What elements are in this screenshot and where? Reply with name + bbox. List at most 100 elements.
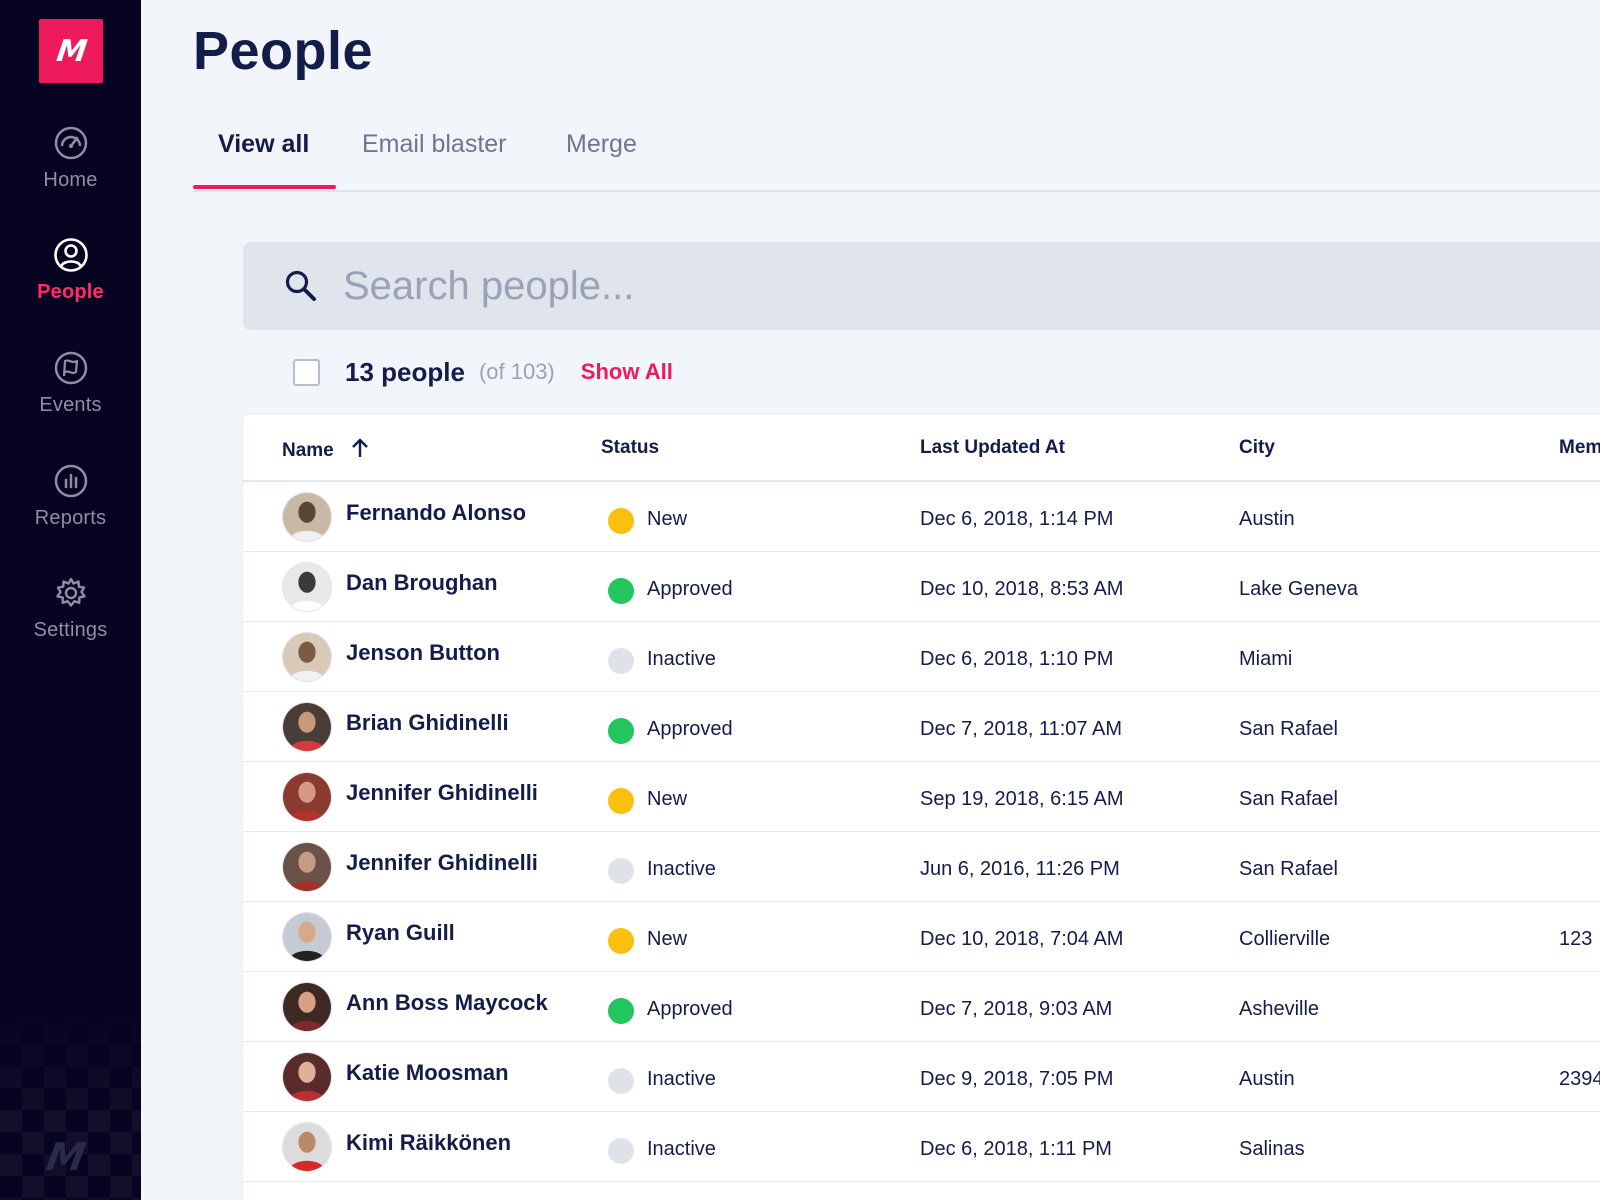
person-name[interactable]: Fernando Alonso <box>346 500 527 525</box>
table-row[interactable]: Brian Ghidinelli Approved Dec 7, 2018, 11:… <box>243 692 1600 762</box>
table-row[interactable]: Jennifer Ghidinelli New Sep 19, 2018, 6:15… <box>243 762 1600 832</box>
city-value: San Rafael <box>1239 788 1338 810</box>
status-indicator <box>608 1138 634 1164</box>
person-name[interactable]: Jenson Button <box>346 640 500 665</box>
show-all-link[interactable]: Show All <box>580 359 673 384</box>
user-circle-icon <box>53 238 88 272</box>
person-name[interactable]: Katie Moosman <box>346 1060 509 1085</box>
person-name[interactable]: Jennifer Ghidinelli <box>346 780 538 805</box>
last-updated-value: Dec 10, 2018, 8:53 AM <box>920 578 1124 600</box>
person-name[interactable]: Dan Broughan <box>346 570 498 595</box>
city-value: Miami <box>1239 648 1293 670</box>
city-value: Austin <box>1239 1068 1295 1090</box>
avatar[interactable] <box>282 562 332 612</box>
checkered-flag-pattern <box>0 1000 141 1200</box>
status-label: New <box>647 928 688 950</box>
people-total: (of 103) <box>478 359 555 384</box>
sidebar-label-events: Events <box>39 394 102 416</box>
person-name[interactable]: Brian Ghidinelli <box>346 710 509 735</box>
avatar[interactable] <box>282 492 332 542</box>
status-label: Inactive <box>647 1138 716 1160</box>
sidebar-label-reports: Reports <box>34 507 107 529</box>
avatar[interactable] <box>282 1052 332 1102</box>
status-indicator <box>608 998 634 1024</box>
status-label: Approved <box>647 578 733 600</box>
people-count: 13 people <box>345 356 465 387</box>
status-label: New <box>647 788 688 810</box>
column-header-name-label: Name <box>282 440 334 461</box>
selection-summary: 13 people (of 103) Show All <box>293 352 673 392</box>
table-row[interactable]: Fernando Alonso New Dec 6, 2018, 1:14 PM Au… <box>243 482 1600 552</box>
sidebar-label-home: Home <box>43 169 98 191</box>
arrow-up-icon <box>351 438 368 457</box>
status-indicator <box>608 1068 634 1094</box>
sidebar-label-people: People <box>37 281 104 303</box>
tab-merge[interactable]: Merge <box>566 130 637 158</box>
table-row[interactable]: Katie Moosman Inactive Dec 9, 2018, 7:05 P… <box>243 1042 1600 1112</box>
last-updated-value: Dec 7, 2018, 9:03 AM <box>920 998 1113 1020</box>
status-label: Inactive <box>647 1068 716 1090</box>
page-title: People <box>193 21 374 81</box>
avatar[interactable] <box>282 772 332 822</box>
flag-icon <box>54 351 87 385</box>
table-row[interactable]: Jennifer Ghidinelli Inactive Jun 6, 2016, … <box>243 832 1600 902</box>
column-header-name[interactable]: Name <box>282 437 370 462</box>
sidebar-item-reports[interactable]: Reports <box>0 463 141 530</box>
sidebar-item-home[interactable]: Home <box>0 125 141 192</box>
last-updated-value: Dec 6, 2018, 1:14 PM <box>920 508 1114 530</box>
person-name[interactable]: Ryan Guill <box>346 920 455 945</box>
column-header-last-updated[interactable]: Last Updated At <box>920 437 1065 458</box>
column-header-membership[interactable]: Mem <box>1559 437 1600 458</box>
status-indicator <box>608 648 634 674</box>
city-value: San Rafael <box>1239 718 1338 740</box>
person-name[interactable]: Ann Boss Maycock <box>346 990 548 1015</box>
last-updated-value: Dec 10, 2018, 7:04 AM <box>920 928 1124 950</box>
status-label: Approved <box>647 998 733 1020</box>
table-header: Name Status Last Updated At City Mem <box>243 415 1600 482</box>
avatar[interactable] <box>282 842 332 892</box>
person-name[interactable]: Kimi Räikkönen <box>346 1130 512 1155</box>
search-icon <box>285 270 316 301</box>
column-header-city[interactable]: City <box>1239 437 1275 458</box>
select-all-checkbox[interactable] <box>293 358 320 386</box>
status-label: Approved <box>647 718 733 740</box>
table-row[interactable]: Ann Boss Maycock Approved Dec 7, 2018, 9:0… <box>243 972 1600 1042</box>
status-indicator <box>608 788 634 814</box>
avatar[interactable] <box>282 1122 332 1172</box>
city-value: Austin <box>1239 508 1295 530</box>
speedometer-icon <box>54 126 87 160</box>
gear-icon <box>55 577 86 607</box>
membership-value: 123 <box>1559 928 1593 950</box>
column-header-status[interactable]: Status <box>601 437 660 458</box>
sidebar-item-events[interactable]: Events <box>0 350 141 417</box>
person-name[interactable]: Jennifer Ghidinelli <box>346 850 538 875</box>
bar-chart-icon <box>54 464 87 498</box>
last-updated-value: Dec 6, 2018, 1:10 PM <box>920 648 1114 670</box>
sidebar: M Home People Events Reports <box>0 0 141 1200</box>
active-tab-indicator <box>193 185 336 189</box>
sidebar-item-people[interactable]: People <box>0 237 141 304</box>
table-row[interactable]: Dan Broughan Approved Dec 10, 2018, 8:53 A… <box>243 552 1600 622</box>
tab-view-all[interactable]: View all <box>218 130 310 158</box>
app-logo[interactable]: M <box>39 19 103 83</box>
sidebar-item-settings[interactable]: Settings <box>0 575 141 642</box>
status-label: Inactive <box>647 648 716 670</box>
status-indicator <box>608 508 634 534</box>
last-updated-value: Jun 6, 2016, 11:26 PM <box>920 858 1120 880</box>
status-indicator <box>608 928 634 954</box>
last-updated-value: Sep 19, 2018, 6:15 AM <box>920 788 1124 810</box>
membership-value: 2394 <box>1559 1068 1600 1090</box>
avatar[interactable] <box>282 912 332 962</box>
status-label: New <box>647 508 688 530</box>
avatar[interactable] <box>282 702 332 752</box>
table-row[interactable]: Jenson Button Inactive Dec 6, 2018, 1:10 P… <box>243 622 1600 692</box>
logo-text: M <box>54 33 88 69</box>
city-value: Collierville <box>1239 928 1331 950</box>
avatar[interactable] <box>282 982 332 1032</box>
search-bar <box>243 242 1600 330</box>
table-row[interactable]: Ryan Guill New Dec 10, 2018, 7:04 AM Collie… <box>243 902 1600 972</box>
table-row[interactable]: Kimi Räikkönen Inactive Dec 6, 2018, 1:11 … <box>243 1112 1600 1182</box>
search-input[interactable] <box>343 256 1443 316</box>
tab-email-blaster[interactable]: Email blaster <box>362 130 507 158</box>
avatar[interactable] <box>282 632 332 682</box>
